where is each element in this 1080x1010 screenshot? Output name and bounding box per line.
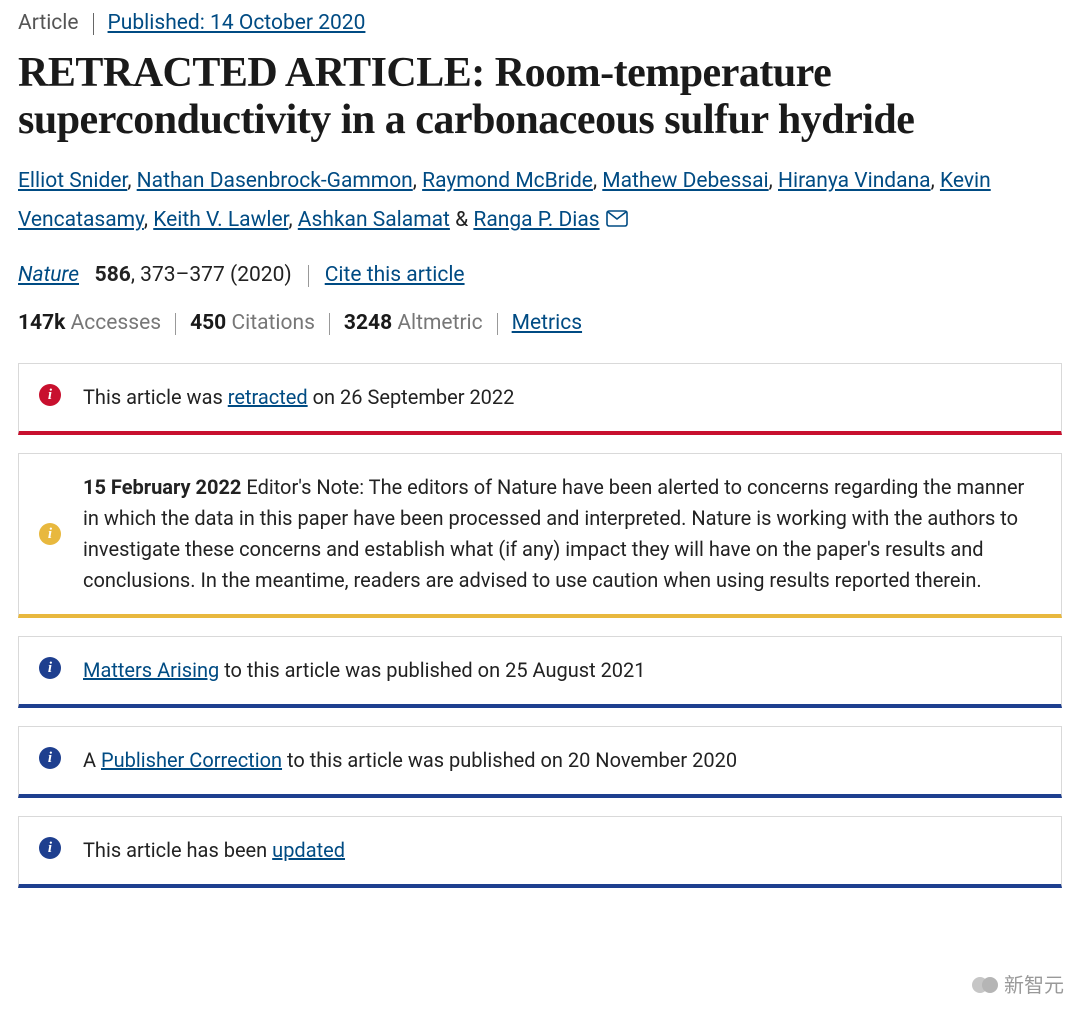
journal-citation-row: Nature 586, 373–377 (2020) Cite this art… xyxy=(18,260,1062,292)
accesses-value: 147k xyxy=(18,311,65,335)
notice-prefix: A xyxy=(83,748,101,772)
author-link[interactable]: Mathew Debessai xyxy=(602,169,768,193)
notice-link[interactable]: updated xyxy=(272,838,345,862)
notice-prefix: This article was xyxy=(83,385,228,409)
notice-blue: Matters Arising to this article was publ… xyxy=(18,636,1062,708)
notice-yellow: 15 February 2022 Editor's Note: The edit… xyxy=(18,453,1062,618)
author-link[interactable]: Ashkan Salamat xyxy=(298,208,450,232)
notice-text: Matters Arising to this article was publ… xyxy=(83,658,646,682)
citations-value: 450 xyxy=(190,311,226,335)
author-link[interactable]: Raymond McBride xyxy=(422,169,593,193)
notice-text: 15 February 2022 Editor's Note: The edit… xyxy=(83,475,1024,592)
article-title: RETRACTED ARTICLE: Room-temperature supe… xyxy=(18,50,1062,144)
author-link[interactable]: Elliot Snider xyxy=(18,169,127,193)
metrics-row: 147k Accesses 450 Citations 3248 Altmetr… xyxy=(18,308,1062,340)
journal-name-link[interactable]: Nature xyxy=(18,263,79,287)
author-separator: , xyxy=(769,169,778,193)
author-separator: , xyxy=(144,208,153,232)
article-type-label: Article xyxy=(18,8,79,40)
notice-text: This article has been updated xyxy=(83,838,345,862)
author-separator: , xyxy=(127,169,136,193)
separator xyxy=(175,313,176,335)
info-icon xyxy=(39,747,61,769)
separator xyxy=(93,13,94,35)
notice-suffix: to this article was published on 25 Augu… xyxy=(219,658,645,682)
watermark-text: 新智元 xyxy=(1004,970,1064,1000)
wechat-icon xyxy=(972,974,998,996)
published-date-link[interactable]: Published: 14 October 2020 xyxy=(108,8,366,40)
accesses-label: Accesses xyxy=(71,311,161,335)
author-link[interactable]: Keith V. Lawler xyxy=(153,208,288,232)
author-separator: , xyxy=(413,169,422,193)
journal-year: (2020) xyxy=(230,263,292,287)
info-icon xyxy=(39,523,61,545)
citations-group: 450 Citations xyxy=(190,308,315,340)
watermark: 新智元 xyxy=(972,970,1064,1000)
author-link[interactable]: Hiranya Vindana xyxy=(778,169,931,193)
mail-icon[interactable] xyxy=(606,202,628,242)
altmetric-label: Altmetric xyxy=(397,311,482,335)
notice-prefix: This article has been xyxy=(83,838,272,862)
author-link[interactable]: Ranga P. Dias xyxy=(473,208,599,232)
notice-blue: A Publisher Correction to this article w… xyxy=(18,726,1062,798)
notice-blue: This article has been updated xyxy=(18,816,1062,888)
author-separator: , xyxy=(288,208,297,232)
citations-label: Citations xyxy=(231,311,314,335)
notice-text: This article was retracted on 26 Septemb… xyxy=(83,385,514,409)
notice-link[interactable]: Publisher Correction xyxy=(101,748,282,772)
info-icon xyxy=(39,384,61,406)
author-list: Elliot Snider, Nathan Dasenbrock-Gammon,… xyxy=(18,162,1062,243)
notice-text: A Publisher Correction to this article w… xyxy=(83,748,737,772)
author-separator: , xyxy=(593,169,602,193)
altmetric-group: 3248 Altmetric xyxy=(344,308,483,340)
journal-volume: 586 xyxy=(95,263,131,287)
author-link[interactable]: Nathan Dasenbrock-Gammon xyxy=(137,169,413,193)
notice-link[interactable]: Matters Arising xyxy=(83,658,219,682)
journal-group: Nature 586, 373–377 (2020) xyxy=(18,260,292,292)
altmetric-value: 3248 xyxy=(344,311,392,335)
notice-link[interactable]: retracted xyxy=(228,385,308,409)
notice-date-bold: 15 February 2022 xyxy=(83,475,241,499)
journal-pages: 373–377 xyxy=(140,263,225,287)
metrics-link[interactable]: Metrics xyxy=(512,308,582,340)
accesses-group: 147k Accesses xyxy=(18,308,161,340)
author-separator: & xyxy=(450,208,473,232)
notice-suffix: to this article was published on 20 Nove… xyxy=(282,748,737,772)
cite-article-link[interactable]: Cite this article xyxy=(325,260,465,292)
info-icon xyxy=(39,657,61,679)
notice-red: This article was retracted on 26 Septemb… xyxy=(18,363,1062,435)
separator xyxy=(308,265,309,287)
author-separator: , xyxy=(931,169,940,193)
separator xyxy=(497,313,498,335)
comma: , xyxy=(131,263,135,287)
notices-container: This article was retracted on 26 Septemb… xyxy=(18,363,1062,888)
notice-suffix: on 26 September 2022 xyxy=(308,385,515,409)
separator xyxy=(329,313,330,335)
article-meta-row: Article Published: 14 October 2020 xyxy=(18,8,1062,40)
info-icon xyxy=(39,837,61,859)
